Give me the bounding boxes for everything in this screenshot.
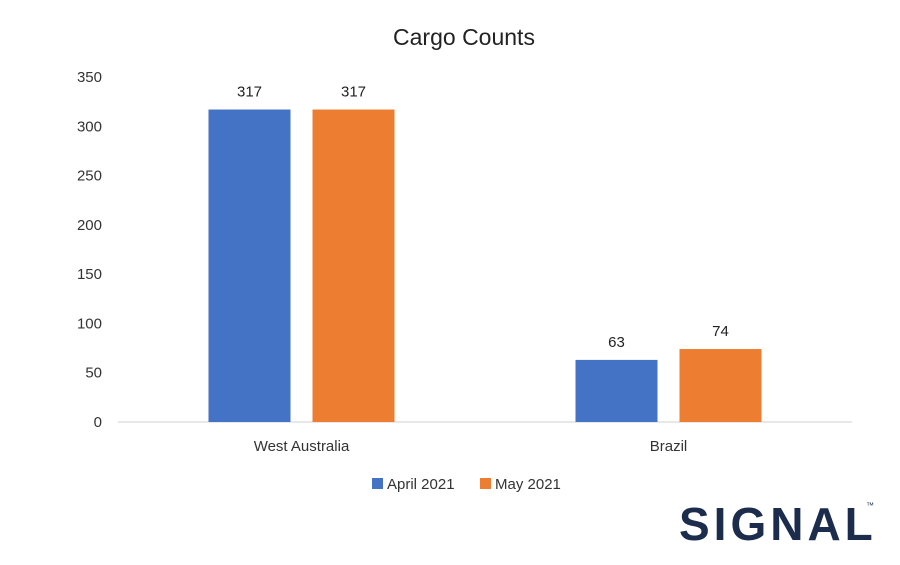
y-tick-label: 50 xyxy=(85,365,102,382)
bars xyxy=(208,109,762,423)
bar-brazil-may-2021 xyxy=(679,349,762,422)
y-tick-label: 350 xyxy=(77,69,102,86)
signal-logo-text: SIGNAL xyxy=(679,498,877,550)
data-label: 317 xyxy=(341,84,366,101)
bar-west-australia-april-2021 xyxy=(208,109,291,423)
legend-swatch xyxy=(480,478,491,489)
trademark-symbol: ™ xyxy=(866,501,874,510)
x-tick-label: Brazil xyxy=(650,438,688,455)
bar-west-australia-may-2021 xyxy=(312,109,395,423)
x-axis-labels: West Australia Brazil xyxy=(254,438,688,455)
data-label: 317 xyxy=(237,84,262,101)
legend-swatch xyxy=(372,478,383,489)
y-tick-label: 250 xyxy=(77,168,102,185)
signal-logo: SIGNAL ™ xyxy=(679,498,877,550)
y-tick-label: 200 xyxy=(77,217,102,234)
bar-brazil-april-2021 xyxy=(575,359,658,422)
y-axis-ticks: 0 50 100 150 200 250 300 350 xyxy=(77,69,102,431)
legend-label: May 2021 xyxy=(495,476,561,493)
y-tick-label: 150 xyxy=(77,266,102,283)
x-tick-label: West Australia xyxy=(254,438,350,455)
data-label: 74 xyxy=(712,323,729,340)
y-tick-label: 100 xyxy=(77,315,102,332)
y-tick-label: 300 xyxy=(77,118,102,135)
y-tick-label: 0 xyxy=(94,414,102,431)
legend: April 2021 May 2021 xyxy=(372,476,561,493)
data-label: 63 xyxy=(608,334,625,351)
data-labels: 317 317 63 74 xyxy=(237,84,729,351)
chart-title: Cargo Counts xyxy=(393,24,535,50)
legend-label: April 2021 xyxy=(387,476,455,493)
